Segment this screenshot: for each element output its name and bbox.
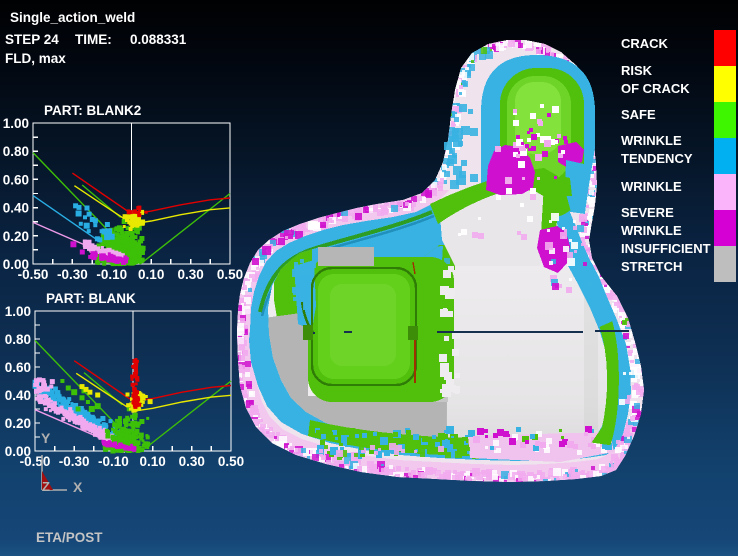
svg-text:Z: Z [42, 479, 50, 494]
svg-text:SAFE: SAFE [621, 107, 656, 122]
svg-text:WRINKLE: WRINKLE [621, 133, 682, 148]
svg-text:RISK: RISK [621, 63, 653, 78]
svg-text:STRETCH: STRETCH [621, 259, 682, 274]
svg-text:OF CRACK: OF CRACK [621, 81, 690, 96]
svg-text:X: X [73, 479, 83, 495]
svg-text:0.50: 0.50 [217, 267, 243, 282]
svg-text:0.80: 0.80 [5, 332, 31, 347]
svg-text:0.40: 0.40 [5, 388, 31, 403]
svg-text:0.60: 0.60 [5, 360, 31, 375]
svg-text:0.40: 0.40 [3, 201, 29, 216]
svg-text:SEVERE: SEVERE [621, 205, 674, 220]
svg-text:ETA/POST: ETA/POST [36, 530, 103, 545]
svg-text:-0.10: -0.10 [96, 267, 127, 282]
svg-text:0.60: 0.60 [3, 172, 29, 187]
svg-text:WRINKLE: WRINKLE [621, 179, 682, 194]
svg-text:0.088331: 0.088331 [130, 32, 187, 47]
svg-text:0.00: 0.00 [3, 257, 29, 272]
svg-text:PART: BLANK: PART: BLANK [46, 291, 136, 306]
svg-text:CRACK: CRACK [621, 36, 669, 51]
svg-text:PART: BLANK2: PART: BLANK2 [44, 103, 141, 118]
svg-text:STEP 24: STEP 24 [5, 32, 59, 47]
svg-text:FLD, max: FLD, max [5, 51, 66, 66]
svg-text:INSUFFICIENT: INSUFFICIENT [621, 241, 711, 256]
svg-text:0.20: 0.20 [5, 416, 31, 431]
svg-text:-0.50: -0.50 [18, 267, 49, 282]
svg-text:0.30: 0.30 [177, 267, 203, 282]
svg-text:WRINKLE: WRINKLE [621, 223, 682, 238]
svg-text:0.10: 0.10 [138, 267, 164, 282]
svg-text:0.50: 0.50 [218, 454, 244, 469]
svg-text:TIME:: TIME: [75, 32, 112, 47]
svg-text:1.00: 1.00 [5, 304, 31, 319]
svg-text:Y: Y [41, 430, 51, 446]
svg-text:0.20: 0.20 [3, 229, 29, 244]
svg-text:0.10: 0.10 [139, 454, 165, 469]
svg-text:0.30: 0.30 [179, 454, 205, 469]
svg-text:Single_action_weld: Single_action_weld [10, 10, 135, 25]
svg-text:-0.30: -0.30 [59, 454, 90, 469]
svg-text:-0.30: -0.30 [57, 267, 88, 282]
svg-text:0.00: 0.00 [5, 444, 31, 459]
svg-text:TENDENCY: TENDENCY [621, 151, 693, 166]
svg-text:-0.50: -0.50 [20, 454, 51, 469]
svg-text:1.00: 1.00 [3, 116, 29, 131]
svg-text:-0.10: -0.10 [98, 454, 129, 469]
svg-text:0.80: 0.80 [3, 144, 29, 159]
